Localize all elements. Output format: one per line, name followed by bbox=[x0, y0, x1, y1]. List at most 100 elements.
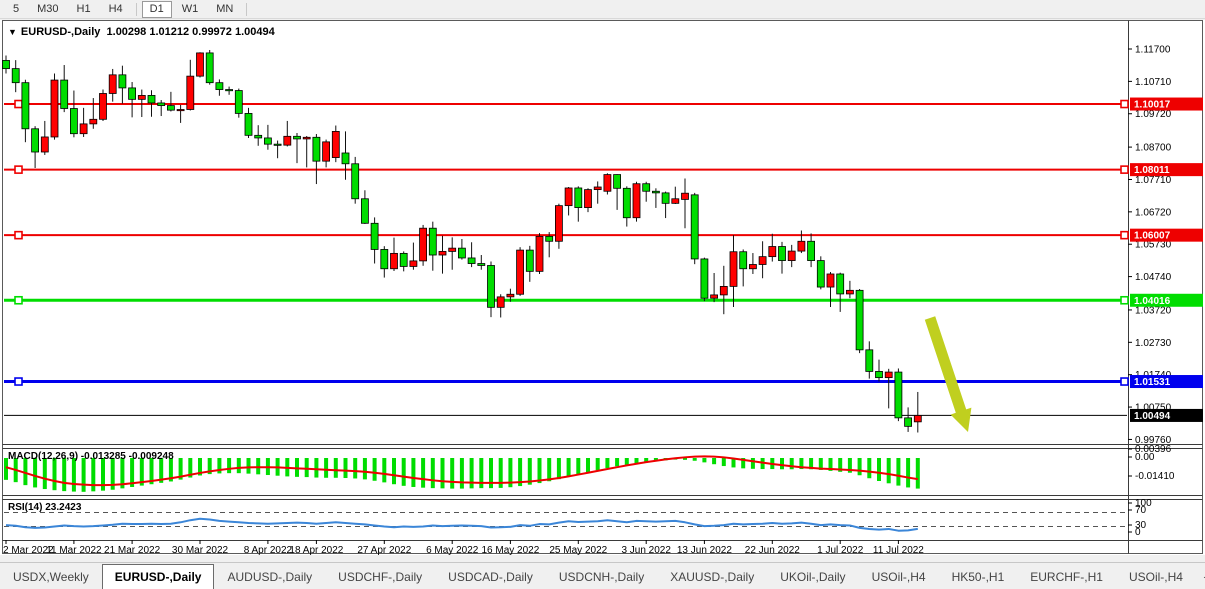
timeframe-button-H1[interactable]: H1 bbox=[76, 2, 91, 15]
candle-down bbox=[904, 417, 912, 427]
candle-down bbox=[341, 152, 350, 165]
macd-histogram-bar bbox=[71, 458, 76, 492]
macd-histogram-bar bbox=[178, 458, 183, 480]
symbol-tab-usdcad-daily[interactable]: USDCAD-,Daily bbox=[448, 570, 533, 584]
candle-down bbox=[855, 289, 864, 351]
macd-histogram-bar bbox=[847, 458, 852, 473]
price-badge bbox=[1130, 408, 1203, 422]
symbol-tab-usdchf-daily[interactable]: USDCHF-,Daily bbox=[338, 570, 423, 584]
macd-histogram-bar bbox=[547, 458, 552, 482]
line-handle[interactable] bbox=[14, 230, 23, 240]
line-handle[interactable] bbox=[14, 295, 23, 305]
macd-histogram-bar bbox=[498, 458, 503, 488]
candle-down bbox=[244, 113, 253, 136]
macd-histogram-bar bbox=[508, 458, 513, 488]
line-handle[interactable] bbox=[14, 99, 23, 109]
price-tick-label: 1.03720 bbox=[1135, 305, 1172, 316]
symbol-tab-xauusd-daily[interactable]: XAUUSD-,Daily bbox=[670, 570, 755, 584]
candle-up bbox=[108, 74, 117, 94]
chart-window-border bbox=[2, 20, 1203, 554]
tab-scroll-left-icon[interactable]: ◄ bbox=[1202, 572, 1205, 582]
candle-up bbox=[40, 136, 49, 153]
symbol-tab-audusd-daily[interactable]: AUDUSD-,Daily bbox=[227, 570, 313, 584]
symbol-tab-usdx-weekly[interactable]: USDX,Weekly bbox=[13, 570, 89, 584]
macd-histogram-bar bbox=[168, 458, 173, 482]
price-badge bbox=[1130, 228, 1203, 242]
line-handle[interactable] bbox=[1120, 377, 1129, 386]
candle-down bbox=[875, 371, 883, 379]
candle-up bbox=[137, 95, 146, 100]
timeframe-button-W1[interactable]: W1 bbox=[181, 2, 199, 15]
symbol-tab-usdcnh-daily[interactable]: USDCNH-,Daily bbox=[558, 570, 645, 584]
macd-histogram-bar bbox=[411, 458, 416, 487]
symbol-tab-ukoil-daily[interactable]: UKOil-,Daily bbox=[780, 570, 846, 584]
symbol-tab-usoil-h4[interactable]: USOil-,H4 bbox=[871, 570, 926, 584]
candle-down bbox=[739, 251, 748, 270]
symbol-tab-hk50-h1[interactable]: HK50-,H1 bbox=[951, 570, 1005, 584]
line-handle[interactable] bbox=[1120, 99, 1129, 109]
price-tick-label: 1.07710 bbox=[1135, 175, 1172, 186]
macd-histogram-bar bbox=[372, 458, 377, 481]
date-label: 13 Jun 2022 bbox=[677, 545, 732, 555]
date-label: 16 May 2022 bbox=[481, 545, 539, 555]
candle-down bbox=[263, 137, 272, 145]
chart-dropdown-icon[interactable]: ▼ bbox=[8, 27, 17, 37]
candle-down bbox=[457, 247, 466, 259]
macd-histogram-bar bbox=[644, 458, 649, 463]
candle-up bbox=[438, 251, 447, 256]
timeframe-button-M30[interactable]: M30 bbox=[37, 2, 59, 15]
macd-histogram-bar bbox=[343, 458, 348, 479]
candle-down bbox=[157, 102, 166, 106]
candle-up bbox=[89, 118, 98, 125]
macd-histogram-bar bbox=[314, 458, 319, 478]
candle-down bbox=[351, 163, 360, 200]
candle-up bbox=[331, 131, 340, 158]
rsi-tick-label: 100 bbox=[1135, 498, 1152, 509]
line-handle[interactable] bbox=[1120, 165, 1129, 174]
symbol-tab-usoil-h4[interactable]: USOil-,H4 bbox=[1128, 570, 1183, 584]
candle-down bbox=[487, 265, 495, 308]
trend-arrow-annotation[interactable] bbox=[924, 316, 972, 432]
macd-histogram-bar bbox=[867, 458, 872, 479]
macd-histogram-bar bbox=[362, 458, 367, 480]
price-badge bbox=[1130, 97, 1203, 111]
candle-down bbox=[778, 246, 786, 261]
timeframe-button-H4[interactable]: H4 bbox=[108, 2, 123, 15]
macd-histogram-bar bbox=[459, 458, 464, 489]
candle-up bbox=[448, 247, 457, 252]
candle-down bbox=[525, 249, 534, 272]
chart-canvas[interactable]: 1.11700 1.10710 1.09720 1.08700 1.07710 1.067… bbox=[0, 20, 1205, 555]
timeframe-button-MN[interactable]: MN bbox=[216, 2, 234, 15]
candle-up bbox=[506, 293, 515, 298]
candle-up bbox=[632, 183, 641, 219]
price-badge-label: 1.08011 bbox=[1134, 165, 1170, 176]
timeframe-button-5[interactable]: 5 bbox=[13, 2, 20, 15]
symbol-tab-eurchf-h1[interactable]: EURCHF-,H1 bbox=[1030, 570, 1103, 584]
macd-histogram-bar bbox=[731, 458, 736, 468]
macd-histogram-bar bbox=[198, 458, 202, 476]
rsi-line bbox=[5, 517, 918, 532]
candle-down bbox=[652, 190, 660, 194]
macd-histogram-bar bbox=[440, 458, 445, 489]
candle-down bbox=[11, 68, 20, 84]
macd-histogram-bar bbox=[159, 458, 164, 483]
line-handle[interactable] bbox=[1120, 230, 1129, 240]
candle-up bbox=[283, 135, 292, 146]
date-label: 11 Mar 2022 bbox=[46, 545, 102, 555]
line-handle[interactable] bbox=[14, 377, 23, 386]
macd-histogram-bar bbox=[227, 458, 232, 474]
candle-down bbox=[273, 143, 282, 146]
macd-histogram-bar bbox=[256, 458, 261, 475]
timeframe-button-D1[interactable]: D1 bbox=[141, 0, 172, 18]
price-badge bbox=[1130, 375, 1203, 389]
candle-down bbox=[865, 349, 874, 372]
line-handle[interactable] bbox=[1120, 295, 1129, 305]
candle-down bbox=[234, 90, 243, 114]
line-handle[interactable] bbox=[14, 165, 23, 174]
symbol-tab-eurusd-daily[interactable]: EURUSD-,Daily bbox=[101, 564, 215, 589]
macd-histogram-bar bbox=[33, 458, 38, 488]
macd-tick-label: -0.01410 bbox=[1135, 471, 1175, 482]
candle-up bbox=[826, 273, 835, 288]
macd-histogram-bar bbox=[42, 458, 47, 490]
candle-down bbox=[360, 198, 369, 224]
